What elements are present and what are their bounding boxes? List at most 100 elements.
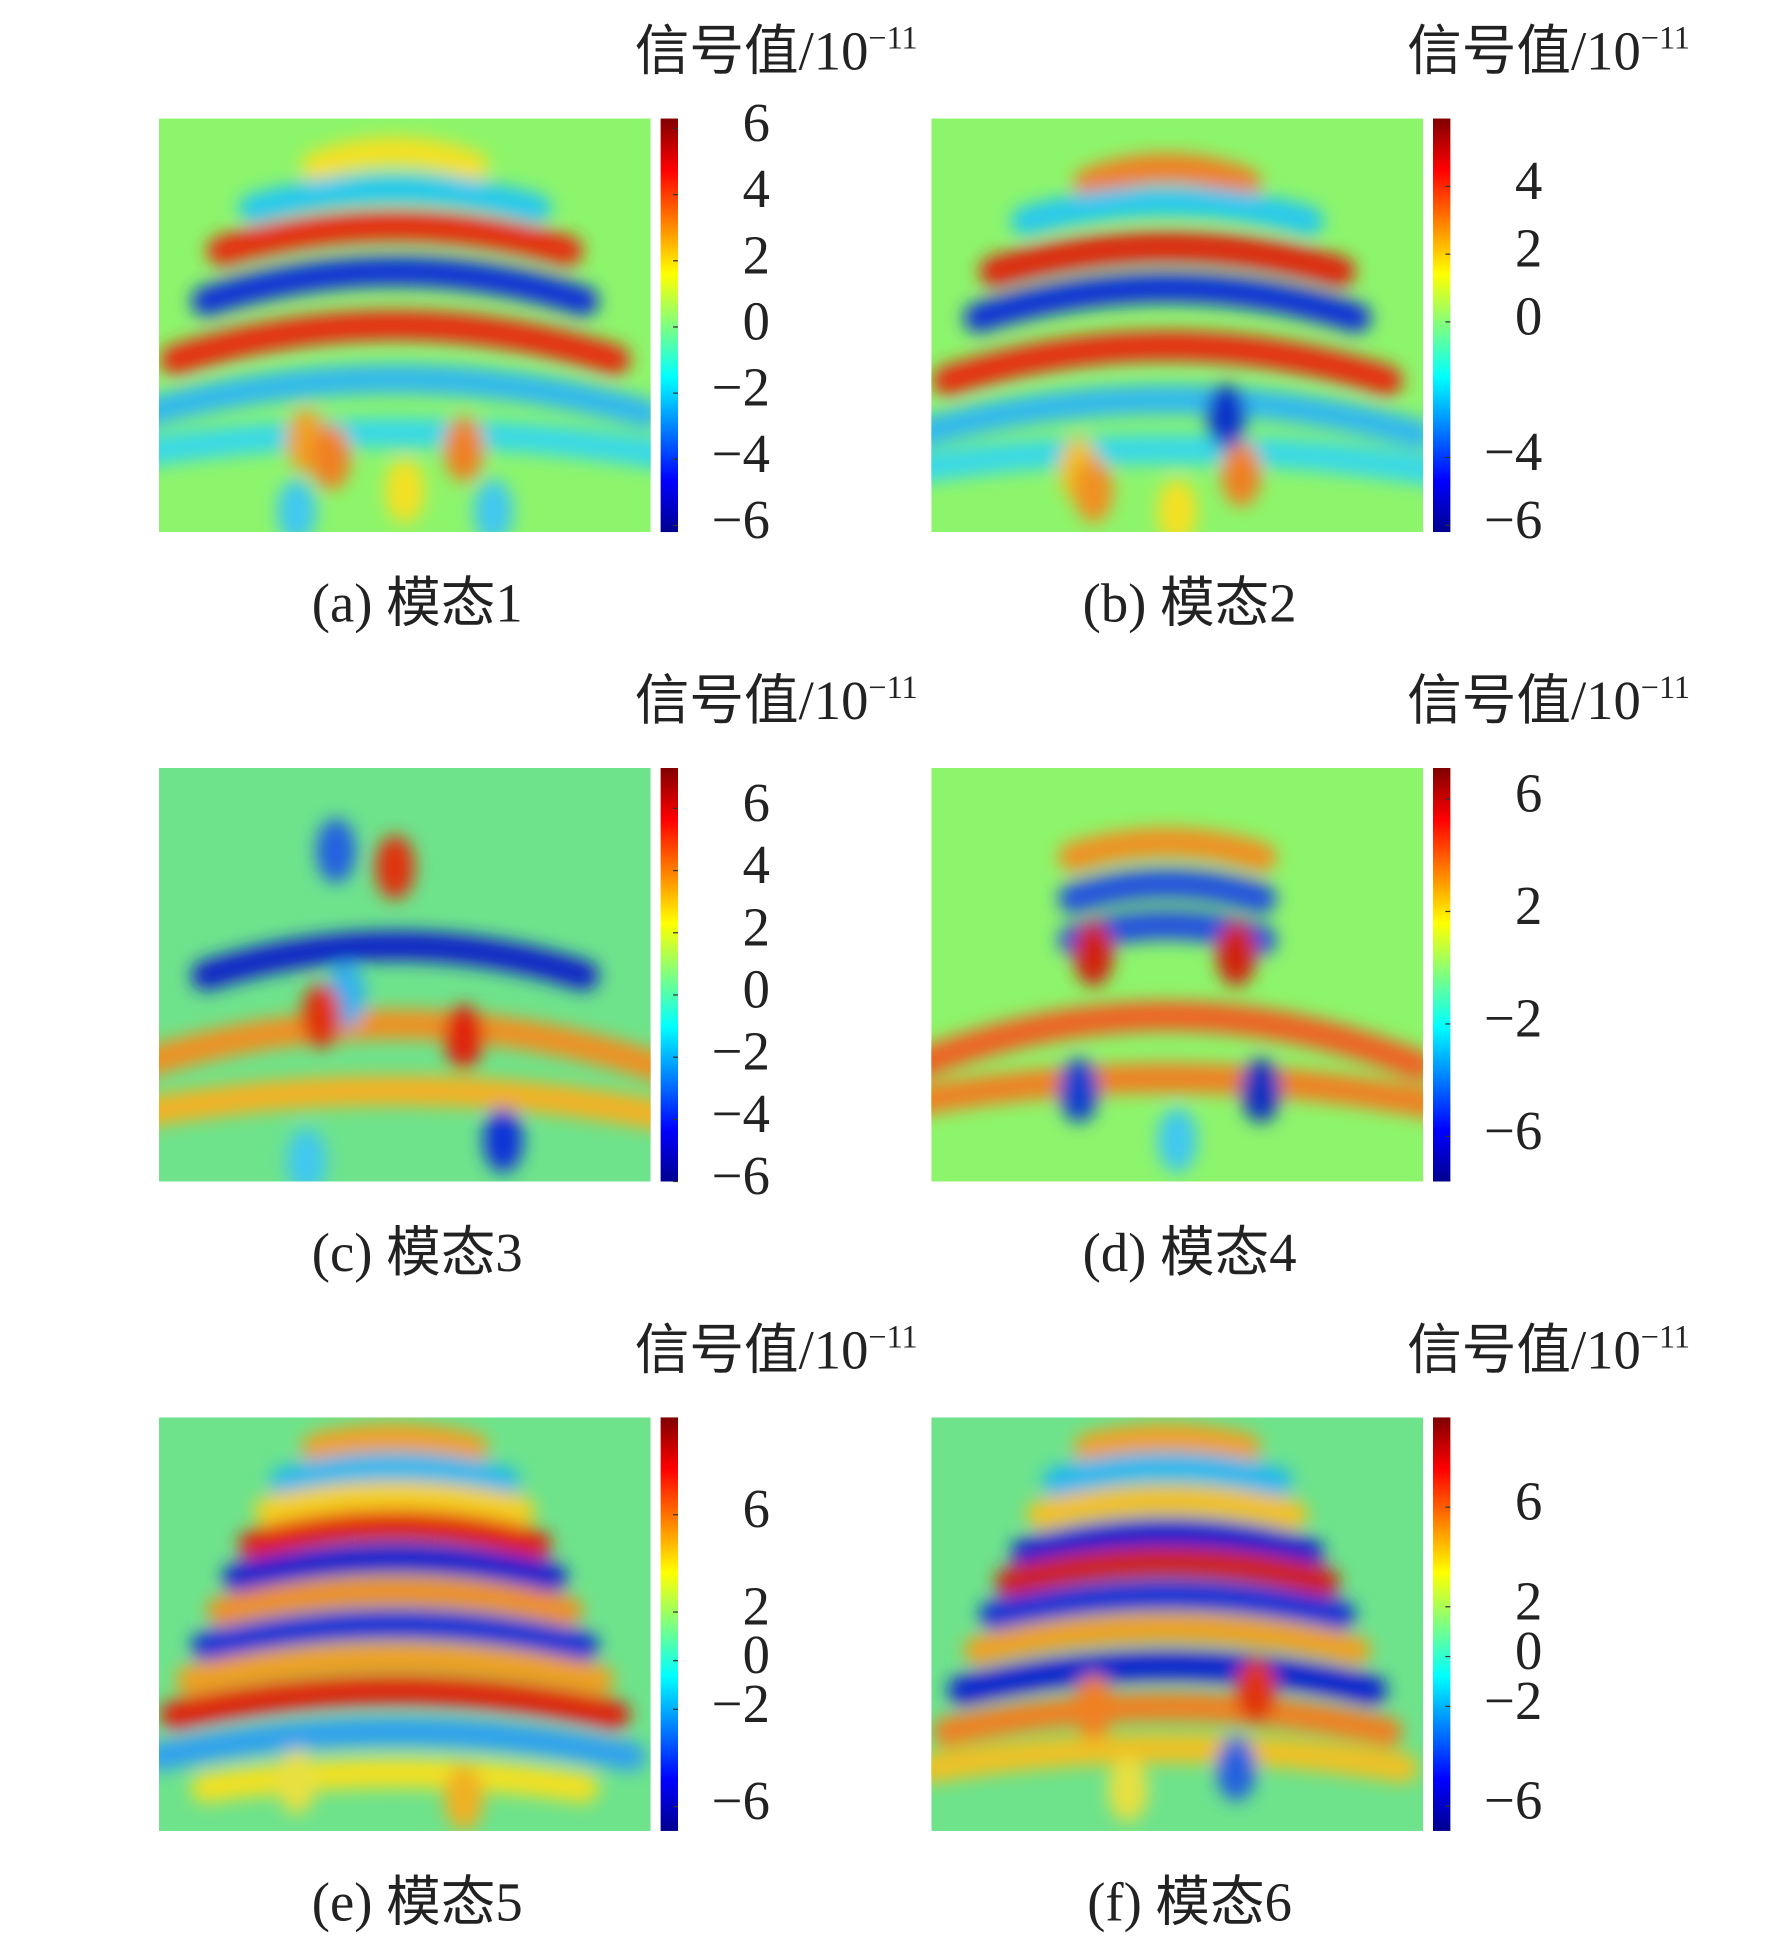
wave-band [1073, 153, 1261, 198]
panel: 6 2 −2 −6 信号值/10−11 (d) 模态4 [931, 669, 1690, 1283]
wave-band [222, 1543, 568, 1593]
wave-blob [1073, 458, 1114, 523]
heatmap [931, 118, 1424, 533]
wave-band [206, 211, 583, 266]
wave-band [158, 364, 651, 429]
wave-band [254, 1481, 536, 1526]
colorbar-tick-label: −2 [712, 1021, 770, 1082]
colorbar-tick-label: −6 [1484, 1770, 1542, 1831]
colorbar-tick-label: 4 [743, 834, 770, 895]
colorbar-tick-label: −2 [712, 357, 770, 418]
wave-band [1073, 1423, 1261, 1463]
wave-blob [286, 1128, 327, 1182]
wave-blob [375, 834, 415, 900]
heatmap [158, 118, 651, 533]
colorbar-title: 信号值/10−11 [635, 20, 918, 81]
wave-band [191, 1758, 599, 1803]
wave-band [191, 256, 599, 317]
colorbar-tick-label: −6 [712, 489, 770, 550]
heatmap-field [158, 1423, 646, 1831]
wave-blob [1157, 1107, 1198, 1173]
wave-band [206, 1576, 583, 1626]
colorbar-tick-label: −2 [712, 1673, 770, 1734]
heatmap-field [931, 827, 1424, 1173]
panel-caption: (f) 模态6 [1087, 1871, 1292, 1932]
wave-blob [1221, 441, 1261, 507]
colorbar-tick-label: −6 [1484, 1100, 1542, 1161]
wave-blob [1058, 1058, 1099, 1123]
wave-blob [316, 818, 356, 883]
wave-blob [443, 1004, 484, 1070]
panel-caption: (e) 模态5 [312, 1871, 523, 1932]
wave-band [1058, 868, 1277, 914]
wave-band [931, 1001, 1424, 1081]
colorbar-tick-label: −6 [1484, 489, 1542, 550]
colorbar-title-text: 信号值/10 [1407, 1319, 1641, 1380]
colorbar-tick-label: 6 [743, 92, 770, 153]
wave-blob [276, 1749, 317, 1814]
colorbar-tick-label: 0 [743, 290, 770, 351]
colorbar [660, 118, 679, 533]
colorbar-title-exponent: −11 [1641, 1319, 1690, 1355]
colorbar-title-exponent: −11 [868, 1319, 917, 1355]
panel: 6 20−2 −6 信号值/10−11 (e) 模态5 [158, 1319, 918, 1932]
heatmap-field [158, 818, 651, 1182]
wave-band [191, 1609, 599, 1662]
panel-caption: (c) 模态3 [312, 1222, 523, 1283]
colorbar-tick-label: −6 [712, 1770, 770, 1831]
colorbar-tick-label: 6 [743, 772, 770, 833]
colorbar-title: 信号值/10−11 [1407, 1319, 1690, 1380]
colorbar-tick-label: 2 [1515, 1570, 1542, 1631]
panel-caption: (d) 模态4 [1083, 1222, 1297, 1283]
colorbar-title: 信号值/10−11 [1407, 669, 1690, 730]
wave-band [191, 930, 599, 991]
heatmap [931, 1417, 1424, 1831]
wave-band [932, 331, 1403, 396]
wave-blob [1240, 1058, 1281, 1123]
wave-blob [473, 479, 514, 533]
wave-band [158, 1075, 651, 1129]
wave-blob [443, 1765, 484, 1831]
wave-band [931, 384, 1424, 450]
wave-blob [1108, 1757, 1148, 1822]
colorbar-tick-label: 0 [1515, 285, 1542, 346]
wave-band [1026, 1485, 1309, 1530]
colorbar-title-exponent: −11 [868, 669, 917, 705]
wave-blob [311, 425, 351, 490]
heatmap-field [158, 136, 651, 533]
colorbar-tick-label: −2 [1484, 988, 1542, 1049]
colorbar [1432, 1417, 1451, 1831]
colorbar-tick-label: 0 [1515, 1620, 1542, 1681]
wave-blob [301, 983, 342, 1049]
wave-band [1042, 1452, 1293, 1497]
colorbar-title-text: 信号值/10 [635, 1319, 869, 1380]
wave-band [931, 1063, 1424, 1118]
heatmap-field [931, 153, 1424, 533]
colorbar-tick-label: 2 [743, 224, 770, 285]
wave-blob [1073, 1674, 1114, 1740]
panel: 6 20−2 −6 信号值/10−11 (f) 模态6 [931, 1319, 1690, 1932]
wave-band [963, 1613, 1372, 1666]
wave-band [979, 231, 1356, 287]
colorbar-tick-label: 2 [743, 1576, 770, 1637]
colorbar-title-text: 信号值/10 [635, 669, 869, 730]
colorbar-tick-label: 6 [743, 1478, 770, 1539]
colorbar [660, 767, 679, 1182]
heatmap [158, 767, 651, 1182]
colorbar-title: 信号值/10−11 [635, 1319, 918, 1380]
wave-blob [1157, 479, 1198, 533]
wave-band [175, 1642, 615, 1695]
wave-band [932, 1691, 1403, 1747]
wave-band [158, 1716, 646, 1772]
heatmap [158, 1417, 651, 1831]
colorbar-title: 信号值/10−11 [635, 669, 918, 730]
wave-blob [443, 417, 484, 482]
colorbar-tick-label: −4 [1484, 421, 1542, 482]
wave-band [159, 1675, 631, 1731]
wave-band [158, 1009, 651, 1081]
colorbar-title-exponent: −11 [1641, 20, 1690, 56]
wave-band [158, 417, 651, 469]
